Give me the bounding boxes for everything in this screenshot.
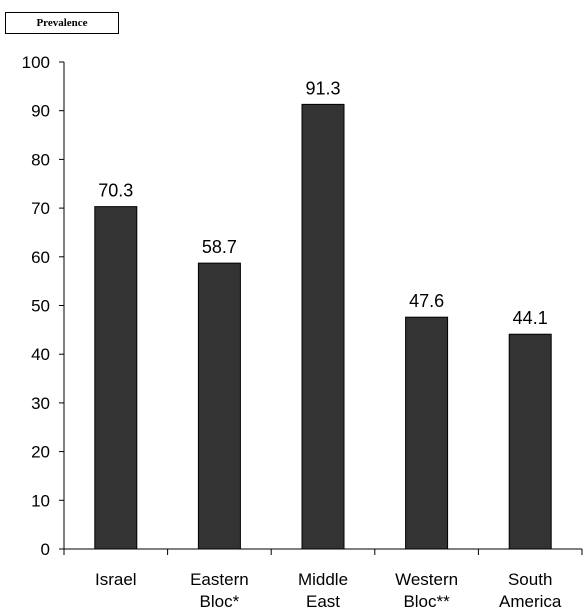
x-tick-label: Eastern xyxy=(190,570,249,589)
x-tick-label: Bloc** xyxy=(403,592,450,611)
bar xyxy=(197,262,241,550)
bar xyxy=(405,316,449,550)
y-tick-label: 100 xyxy=(22,53,50,72)
x-tick-label: East xyxy=(306,592,340,611)
x-tick-label: Middle xyxy=(298,570,348,589)
bar xyxy=(508,333,552,550)
data-label: 58.7 xyxy=(202,237,237,257)
x-tick-label: Western xyxy=(395,570,458,589)
x-tick-label: Bloc* xyxy=(200,592,240,611)
axes: 0 10 20 30 40 50 60 70 80 90 100 xyxy=(22,53,583,559)
y-tick-label: 30 xyxy=(31,394,50,413)
y-tick-label: 40 xyxy=(31,345,50,364)
x-tick-label: Israel xyxy=(95,570,137,589)
y-tick-label: 70 xyxy=(31,199,50,218)
data-label: 70.3 xyxy=(98,181,133,201)
bar xyxy=(301,103,345,550)
labels: 70.3 Israel 58.7 Eastern Bloc* 91.3 Middle East… xyxy=(95,78,562,611)
y-tick-label: 20 xyxy=(31,443,50,462)
y-tick-label: 0 xyxy=(41,540,50,559)
data-label: 91.3 xyxy=(305,78,340,98)
y-tick-label: 80 xyxy=(31,150,50,169)
data-label: 47.6 xyxy=(409,291,444,311)
x-tick-label: South xyxy=(508,570,552,589)
bars xyxy=(94,103,552,550)
y-axis-label: Prevalence xyxy=(5,12,119,34)
x-tick-label: America xyxy=(499,592,562,611)
y-tick-label: 90 xyxy=(31,102,50,121)
y-tick-label: 10 xyxy=(31,491,50,510)
bar xyxy=(94,206,138,550)
y-tick-label: 60 xyxy=(31,248,50,267)
data-label: 44.1 xyxy=(513,308,548,328)
y-tick-label: 50 xyxy=(31,297,50,316)
